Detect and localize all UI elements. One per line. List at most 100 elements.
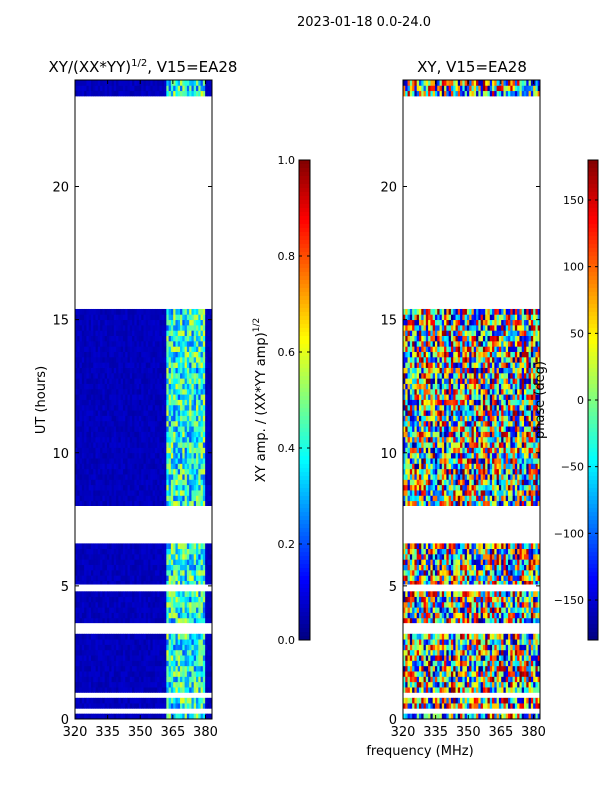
amp-heatmap-cell [189,394,192,400]
amp-heatmap-cell [79,500,83,507]
phase-heatmap-cell [510,697,513,704]
phase-heatmap-cell [514,681,518,688]
phase-heatmap-cell [450,687,454,693]
amp-heatmap-cell [200,495,204,502]
amp-heatmap-cell [138,388,142,395]
amp-heatmap-cell [191,346,195,352]
phase-heatmap-cell [455,665,459,672]
amp-heatmap-cell [95,346,99,352]
amp-heatmap-cell [75,591,78,597]
amp-heatmap-cell [177,394,181,400]
amp-heatmap-cell [173,308,176,315]
amp-heatmap-cell [134,319,138,326]
amp-heatmap-cell [90,308,94,315]
amp-heatmap-cell [143,399,147,406]
amp-heatmap-cell [186,665,190,672]
amp-heatmap-cell [196,436,199,443]
amp-heatmap-cell [189,687,192,693]
amp-heatmap-cell [86,601,90,608]
phase-heatmap-cell [494,713,498,720]
phase-heatmap-cell [423,671,427,677]
amp-heatmap-cell [145,495,149,502]
amp-heatmap-cell [81,660,85,667]
amp-heatmap-cell [77,676,80,683]
amp-heatmap-cell [177,660,181,667]
amp-heatmap-cell [182,617,185,624]
amp-heatmap-cell [111,447,115,454]
amp-heatmap-cell [177,362,181,368]
amp-heatmap-cell [120,426,124,432]
amp-heatmap-cell [145,410,149,416]
amp-heatmap-cell [104,394,108,400]
phase-heatmap-cell [460,703,463,709]
amp-heatmap-cell [170,553,174,560]
amp-heatmap-cell [138,617,142,624]
amp-heatmap-cell [106,697,110,704]
amp-heatmap-cell [88,372,92,379]
amp-colorbar-step [299,164,310,169]
amp-heatmap-cell [129,575,133,581]
phase-heatmap-cell [526,660,529,667]
amp-heatmap-cell [186,463,190,470]
amp-heatmap-cell [127,426,131,432]
phase-heatmap-cell [498,649,502,656]
amp-heatmap-cell [152,484,156,491]
amp-heatmap-cell [161,308,165,315]
phase-heatmap-cell [533,644,536,651]
amp-heatmap-cell [93,676,96,683]
phase-heatmap-cell [432,681,436,688]
amp-heatmap-cell [145,436,149,443]
amp-heatmap-cell [127,458,131,464]
amp-heatmap-cell [86,378,90,384]
phase-heatmap-cell [517,655,520,661]
amp-heatmap-cell [120,559,124,565]
phase-heatmap-cell [448,676,452,683]
amp-heatmap-cell [129,388,133,395]
amp-heatmap-cell [148,80,151,86]
amp-heatmap-cell [109,612,112,619]
amp-heatmap-cell [95,671,99,677]
amp-heatmap-cell [111,399,115,406]
amp-heatmap-cell [102,703,106,709]
amp-heatmap-cell [79,335,83,342]
amp-heatmap-cell [134,372,138,379]
amp-colorbar-step [299,628,310,633]
amp-heatmap-cell [77,607,80,613]
amp-heatmap-cell [191,314,195,321]
amp-heatmap-cell [170,687,174,693]
amp-heatmap-cell [113,644,117,651]
amp-heatmap-cell [207,474,211,480]
amp-colorbar-step [299,196,310,201]
amp-heatmap-cell [120,671,124,677]
amp-heatmap-cell [184,633,188,640]
phase-heatmap-cell [517,665,520,672]
amp-heatmap-cell [205,85,208,92]
amp-heatmap-cell [180,431,183,438]
amp-heatmap-cell [113,569,117,576]
phase-heatmap-cell [537,703,541,709]
amp-heatmap-cell [132,399,135,406]
amp-heatmap-cell [84,90,87,97]
amp-heatmap-cell [161,378,165,384]
amp-heatmap-cell [200,442,204,448]
amp-heatmap-cell [157,607,160,613]
amp-heatmap-cell [150,436,154,443]
amp-heatmap-cell [180,372,183,379]
amp-heatmap-cell [164,591,167,597]
amp-heatmap-cell [202,612,206,619]
amp-heatmap-cell [202,575,206,581]
amp-heatmap-cell [132,383,135,390]
amp-heatmap-cell [180,468,183,475]
amp-heatmap-cell [97,479,101,486]
amp-heatmap-cell [132,644,135,651]
amp-heatmap-cell [161,394,165,400]
amp-heatmap-cell [159,617,163,624]
amp-heatmap-cell [113,474,117,480]
amp-heatmap-cell [200,479,204,486]
phase-heatmap-cell [441,681,445,688]
amp-heatmap-cell [209,383,213,390]
amp-heatmap-cell [196,559,199,565]
amp-heatmap-cell [77,314,80,321]
amp-heatmap-cell [198,362,201,368]
amp-heatmap-cell [77,383,80,390]
